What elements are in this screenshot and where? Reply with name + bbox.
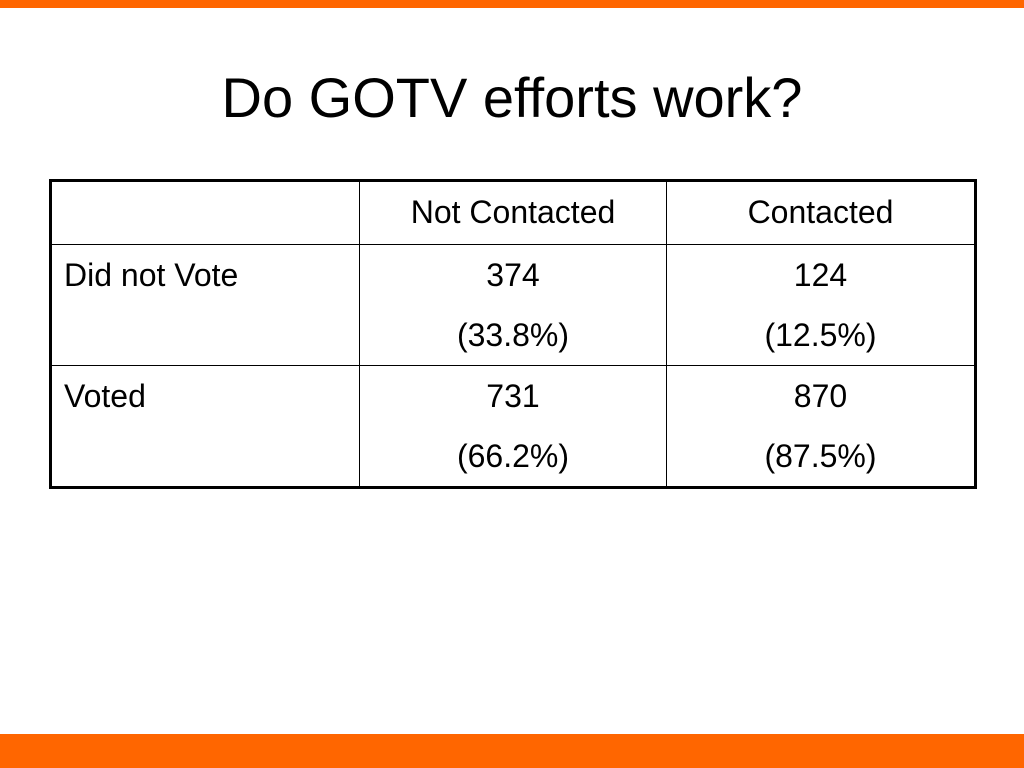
- cell-count: 374: [486, 257, 540, 293]
- cell-percent: (87.5%): [764, 438, 877, 474]
- table-header-row: Not Contacted Contacted: [50, 180, 976, 245]
- cell-count: 124: [793, 257, 848, 293]
- cell-count: 870: [793, 378, 848, 414]
- table-row: Voted 731 (66.2%) 870 (87.5%): [50, 365, 976, 488]
- cell-percent: (33.8%): [456, 317, 570, 353]
- cell-did-not-vote-not-contacted: 374 (33.8%): [359, 244, 667, 366]
- bottom-accent-bar: [0, 734, 1024, 768]
- header-cell-empty: [50, 180, 360, 245]
- cell-percent: (12.5%): [764, 317, 877, 353]
- top-accent-bar: [0, 0, 1024, 8]
- cell-count: 731: [486, 378, 540, 414]
- cell-did-not-vote-contacted: 124 (12.5%): [666, 244, 976, 366]
- cell-percent: (66.2%): [456, 438, 570, 474]
- table-row: Did not Vote 374 (33.8%) 124 (12.5%): [50, 244, 976, 366]
- slide-title: Do GOTV efforts work?: [221, 66, 803, 129]
- row-label-voted: Voted: [50, 365, 360, 488]
- header-cell-contacted: Contacted: [666, 180, 976, 245]
- cell-voted-contacted: 870 (87.5%): [666, 365, 976, 488]
- header-cell-not-contacted: Not Contacted: [359, 180, 667, 245]
- cell-voted-not-contacted: 731 (66.2%): [359, 365, 667, 488]
- row-label-did-not-vote: Did not Vote: [50, 244, 360, 366]
- results-table: Not Contacted Contacted Did not Vote 374…: [49, 179, 977, 489]
